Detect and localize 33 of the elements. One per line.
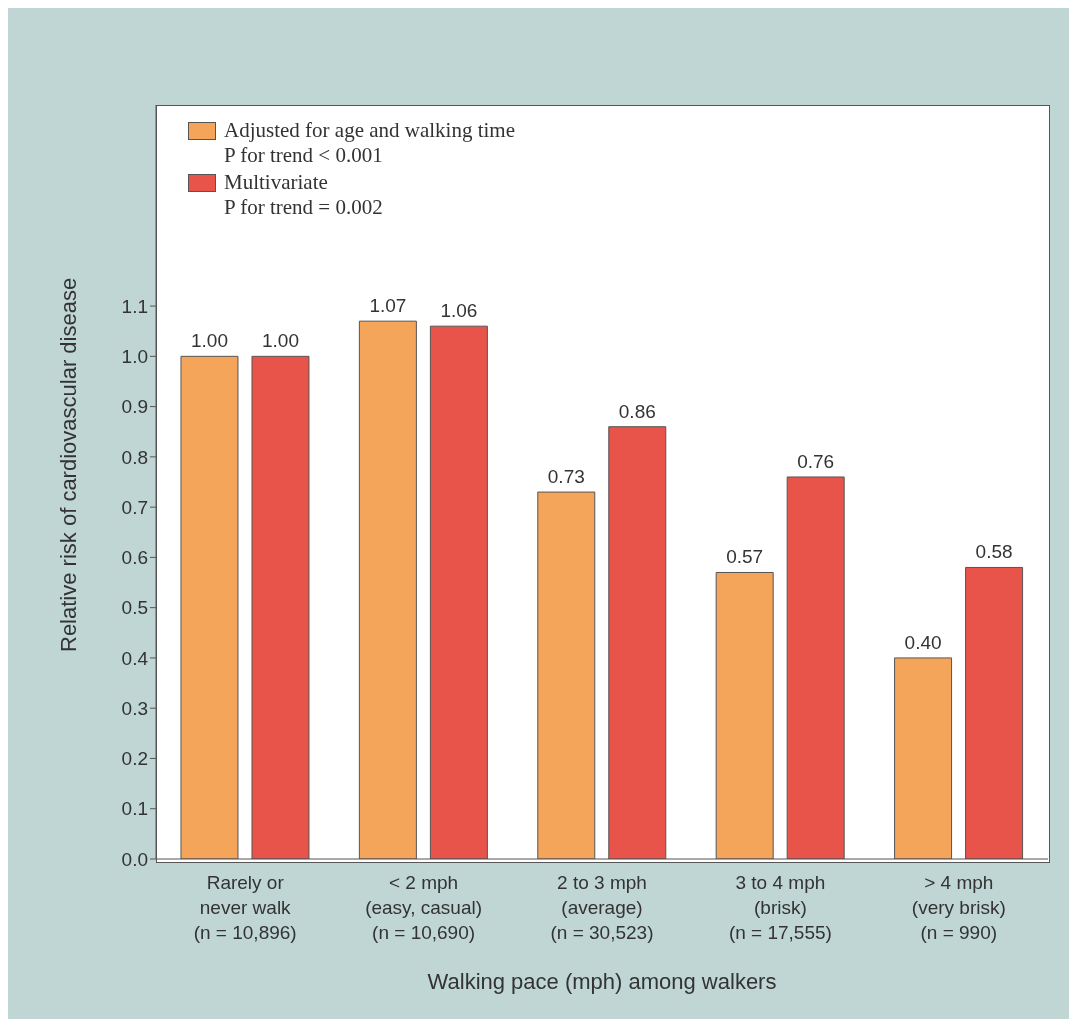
y-tick-label: 0.2 xyxy=(121,748,148,770)
x-tick-label: > 4 mph (very brisk) (n = 990) xyxy=(911,872,1006,943)
data-label: 0.58 xyxy=(975,541,1013,563)
y-tick-label: 0.8 xyxy=(121,446,148,468)
y-tick-label: 0.3 xyxy=(121,697,148,719)
data-label: 0.86 xyxy=(618,400,656,422)
y-tick-label: 0.6 xyxy=(121,547,148,569)
data-label: 1.00 xyxy=(190,330,228,352)
x-axis-title: Walking pace (mph) among walkers xyxy=(427,969,777,994)
data-label: 0.73 xyxy=(547,466,585,488)
data-label: 0.76 xyxy=(797,450,835,472)
y-tick-label: 0.9 xyxy=(121,396,148,418)
data-label: 1.07 xyxy=(369,295,407,317)
x-tick-label: 2 to 3 mph (average) (n = 30,523) xyxy=(550,872,654,943)
y-tick-label: 1.1 xyxy=(121,295,148,317)
legend-label: Multivariate xyxy=(224,170,328,195)
y-tick-label: 1.0 xyxy=(121,346,148,368)
y-tick-label: 0.7 xyxy=(121,496,148,518)
annotation: P for trend < 0.001 xyxy=(224,143,384,168)
data-label: 0.57 xyxy=(726,546,764,568)
x-tick-label: < 2 mph (easy, casual) (n = 10,690) xyxy=(365,872,483,943)
data-label: 0.40 xyxy=(904,631,942,653)
y-tick-label: 0.0 xyxy=(121,848,148,870)
data-label: 1.00 xyxy=(261,330,299,352)
data-label: 1.06 xyxy=(440,300,478,322)
annotation: P for trend = 0.002 xyxy=(224,195,384,220)
x-tick-label: Rarely or never walk (n = 10,896) xyxy=(193,872,297,943)
y-tick-label: 0.1 xyxy=(121,798,148,820)
y-axis-title: Relative risk of cardiovascular disease xyxy=(55,277,81,652)
x-tick-label: 3 to 4 mph (brisk) (n = 17,555) xyxy=(728,872,832,943)
legend-label: Adjusted for age and walking time xyxy=(224,118,516,143)
y-tick-label: 0.4 xyxy=(121,647,149,669)
y-tick-label: 0.5 xyxy=(121,597,148,619)
